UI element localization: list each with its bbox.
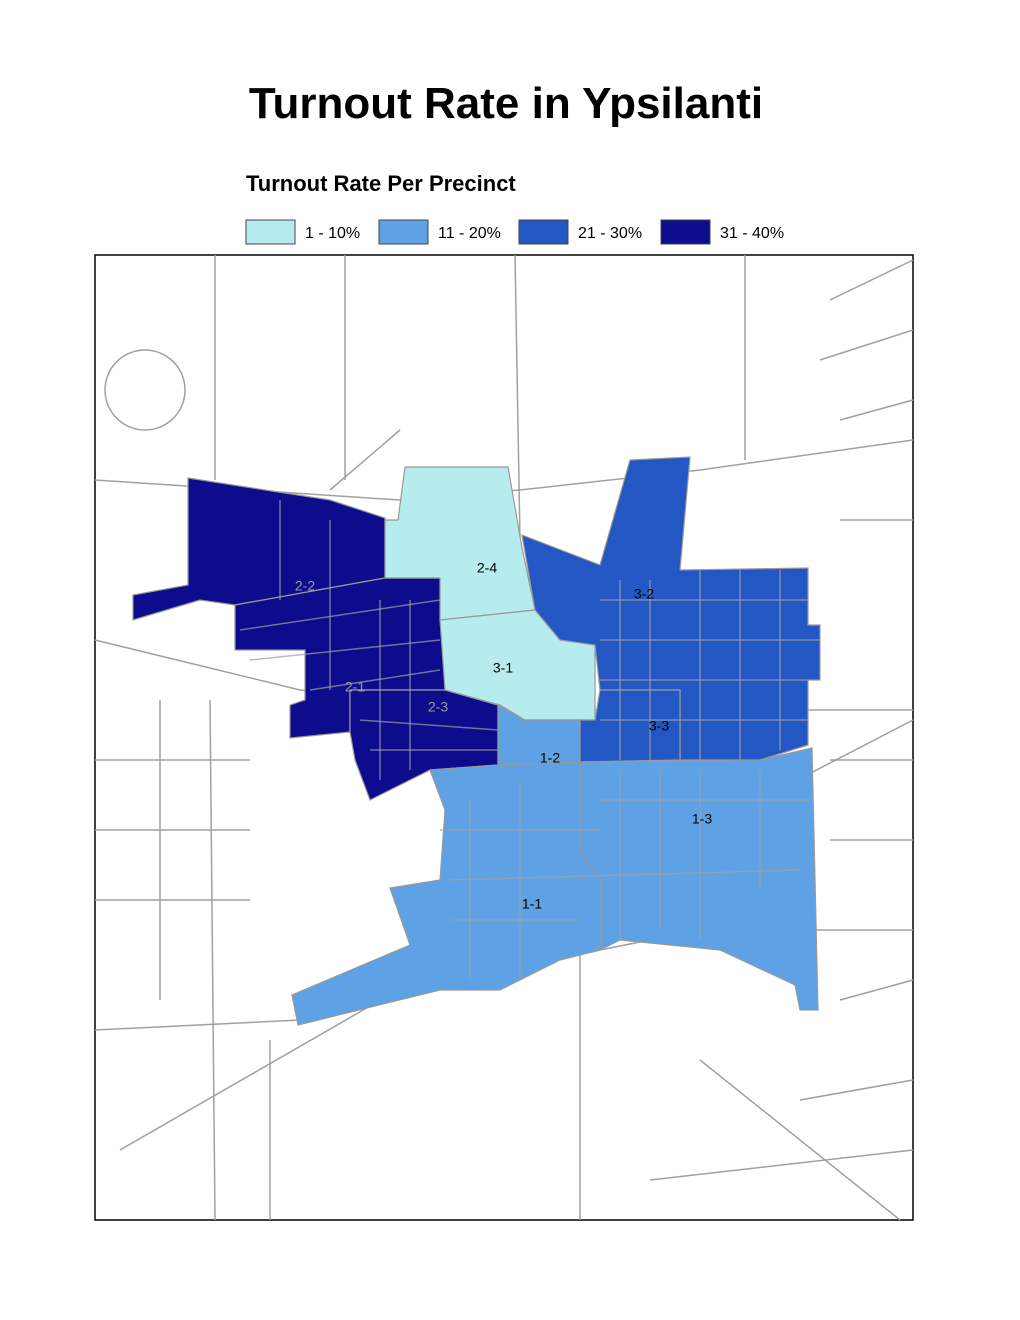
precinct bbox=[291, 761, 601, 1026]
map-frame: 2-2 2-1 2-3 2-4 3-1 3-2 3-3 1-2 1-3 1-1 bbox=[94, 254, 914, 1221]
legend-swatch bbox=[378, 219, 429, 245]
precinct-label: 3-2 bbox=[634, 586, 654, 602]
legend-label: 1 - 10% bbox=[305, 225, 360, 242]
precinct-label: 1-2 bbox=[540, 750, 560, 766]
legend-swatch bbox=[245, 219, 296, 245]
precinct-label: 1-1 bbox=[522, 896, 542, 912]
legend: 1 - 10% 11 - 20% 21 - 30% 31 - 40% bbox=[245, 219, 784, 245]
legend-label: 11 - 20% bbox=[438, 225, 501, 242]
precinct-streets bbox=[239, 500, 820, 980]
precincts bbox=[132, 456, 821, 1026]
map-title: Turnout Rate in Ypsilanti bbox=[249, 79, 763, 128]
legend-title: Turnout Rate Per Precinct bbox=[246, 171, 516, 196]
precinct bbox=[384, 466, 536, 621]
legend-label: 31 - 40% bbox=[720, 225, 784, 242]
precinct-label: 2-3 bbox=[428, 699, 448, 715]
legend-swatch bbox=[518, 219, 569, 245]
legend-label: 21 - 30% bbox=[578, 225, 642, 242]
precinct-label: 2-4 bbox=[477, 560, 497, 576]
precinct-label: 3-1 bbox=[493, 660, 513, 676]
roads bbox=[94, 254, 914, 1221]
legend-swatch bbox=[660, 219, 711, 245]
precinct bbox=[132, 477, 386, 621]
precinct-labels: 2-2 2-1 2-3 2-4 3-1 3-2 3-3 1-2 1-3 1-1 bbox=[295, 560, 712, 912]
precinct-label: 1-3 bbox=[692, 811, 712, 827]
precinct-label: 2-1 bbox=[345, 679, 365, 695]
precinct-label: 2-2 bbox=[295, 578, 315, 594]
precinct-label: 3-3 bbox=[649, 718, 669, 734]
precinct bbox=[497, 703, 581, 766]
